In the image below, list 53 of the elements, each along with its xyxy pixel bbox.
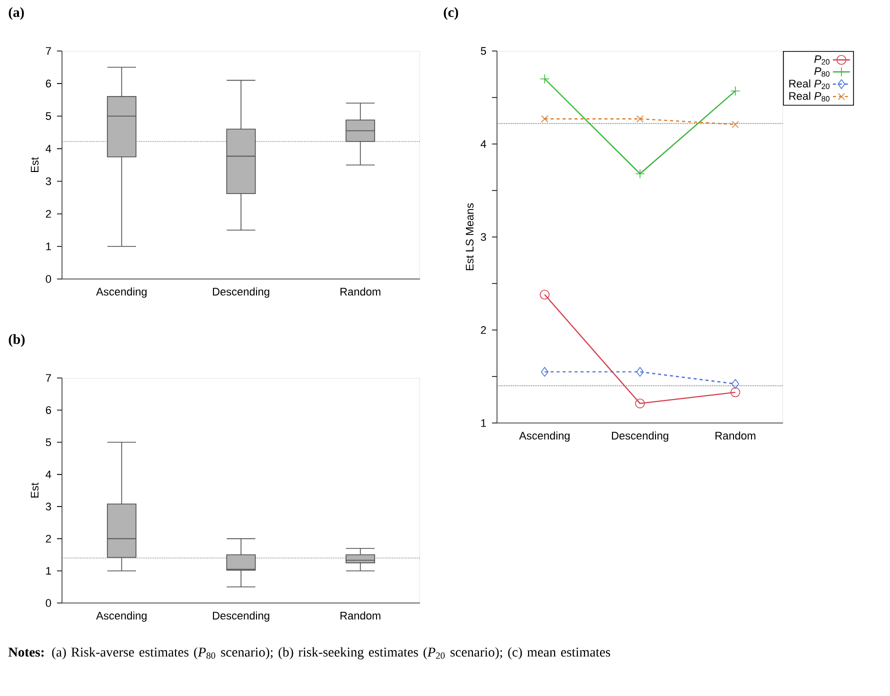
point (540, 366, 548, 377)
point (730, 387, 740, 398)
y-tick-label: 1 (46, 567, 51, 575)
point (635, 168, 645, 179)
legend-label: P$_{20}$ (814, 55, 830, 65)
y-tick-label: 2 (46, 210, 51, 218)
y-tick-label: 7 (46, 374, 51, 382)
legend-label: Real P$_{80}$ (789, 92, 830, 102)
x-tick-label: Ascending (96, 288, 147, 298)
x-tick-label: Ascending (96, 612, 147, 622)
y-tick-label: 5 (480, 47, 486, 55)
legend-label: Real P$_{20}$ (789, 79, 830, 90)
point (540, 74, 550, 84)
y-tick-label: 1 (46, 242, 51, 250)
chart-title: (a) (8, 7, 24, 20)
x-tick-label: Random (340, 612, 380, 620)
x-tick-label: Random (716, 432, 756, 440)
x-tick-label: Ascending (519, 432, 570, 442)
y-tick-label: 2 (480, 326, 486, 334)
point (730, 86, 740, 96)
y-tick-label: 3 (480, 233, 486, 241)
point (732, 379, 740, 389)
x-tick-label: Descending (212, 288, 270, 298)
y-axis-title: Est (30, 482, 39, 498)
y-axis-title: Est (30, 157, 39, 172)
y-tick-label: 0 (46, 599, 52, 607)
y-tick-label: 6 (46, 80, 51, 88)
y-tick-label: 5 (46, 112, 52, 120)
y-tick-label: 3 (46, 502, 51, 510)
y-tick-label: 4 (480, 140, 486, 148)
chart-title: (c) (444, 7, 458, 20)
point (541, 115, 548, 122)
point (636, 366, 644, 377)
chart-title: (b) (8, 334, 25, 347)
y-tick-label: 2 (46, 534, 51, 543)
y-tick-label: 5 (46, 438, 52, 446)
y-tick-label: 4 (46, 470, 52, 478)
point (732, 120, 739, 128)
y-tick-label: 4 (46, 144, 52, 152)
x-tick-label: Descending (612, 432, 668, 442)
text: Notes: (a) Risk-averse estimates (P$_{80}$ scenario); (b) risk-seeking estimates (P$_{20}$ scenario); (c) mean estimates (8, 647, 610, 660)
y-tick-label: 6 (46, 406, 51, 414)
y-axis-title: Est LS Means (466, 203, 474, 270)
y-tick-label: 1 (481, 419, 486, 427)
x-tick-label: Random (340, 288, 380, 296)
legend-label: P$_{80}$ (814, 67, 830, 77)
point (540, 290, 550, 300)
y-tick-label: 3 (46, 177, 51, 186)
x-tick-label: Descending (212, 612, 270, 622)
y-tick-label: 0 (46, 275, 52, 283)
point (635, 398, 645, 408)
y-tick-label: 7 (46, 47, 51, 55)
point (636, 115, 644, 122)
